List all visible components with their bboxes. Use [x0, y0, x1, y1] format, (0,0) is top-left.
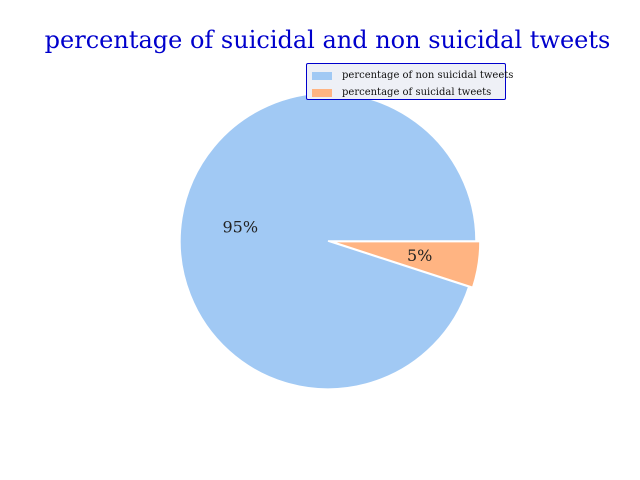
legend-swatch-non-suicidal	[312, 71, 332, 80]
legend-item-non-suicidal: percentage of non suicidal tweets	[312, 67, 513, 84]
chart-title: percentage of suicidal and non suicidal …	[44, 26, 611, 54]
pie-slice-non-suicidal	[179, 92, 477, 390]
pie-slice-suicidal	[331, 240, 481, 289]
legend: percentage of non suicidal tweets percen…	[306, 63, 513, 101]
legend-swatch-suicidal	[312, 88, 332, 97]
legend-item-suicidal: percentage of suicidal tweets	[312, 84, 505, 101]
pie-label-suicidal: 5%	[407, 246, 432, 265]
legend-label-non-suicidal: percentage of non suicidal tweets	[342, 70, 514, 81]
pie-label-non-suicidal: 95%	[223, 218, 259, 237]
legend-label-suicidal: percentage of suicidal tweets	[342, 87, 492, 98]
pie-slices	[179, 92, 481, 390]
pie-slice-labels: 95% 5%	[223, 218, 433, 265]
